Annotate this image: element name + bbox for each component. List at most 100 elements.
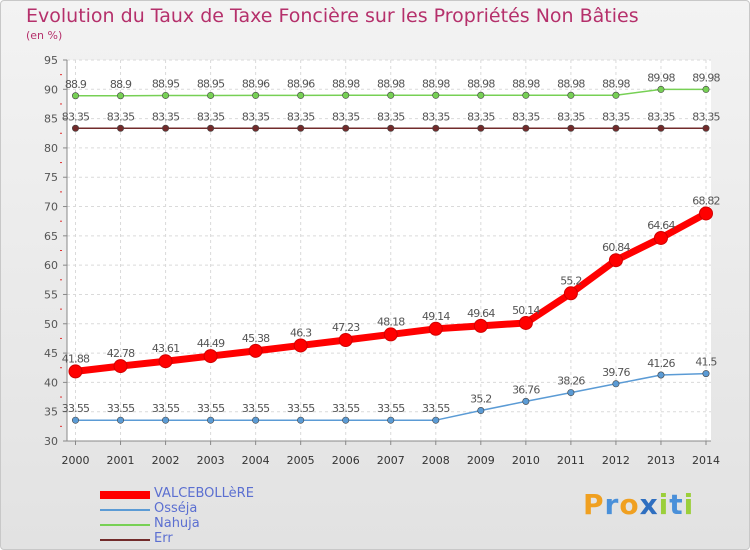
x-tick-label: 2007	[377, 454, 405, 467]
legend-label: Osséja	[154, 501, 198, 516]
x-tick-label: 2001	[107, 454, 135, 467]
y-tick-label: 60	[44, 259, 58, 272]
data-point	[522, 91, 530, 99]
data-point	[252, 416, 260, 424]
data-label: 33.55	[332, 402, 360, 415]
data-point	[699, 206, 713, 221]
y-tick-label: 40	[44, 376, 58, 389]
plot-area	[67, 60, 711, 441]
y-tick-label: 75	[44, 171, 58, 184]
y-tick-label: 70	[44, 201, 58, 214]
data-label: 33.55	[152, 402, 180, 415]
data-point	[563, 286, 578, 301]
data-label: 33.55	[62, 402, 90, 415]
data-label: 68.82	[692, 194, 720, 207]
data-label: 46.3	[290, 326, 312, 339]
data-label: 88.9	[65, 78, 87, 91]
data-point	[522, 397, 530, 405]
data-label: 55.2	[560, 274, 581, 287]
data-point	[158, 354, 173, 369]
data-label: 88.98	[467, 77, 495, 90]
data-point	[477, 407, 485, 415]
data-point	[432, 91, 440, 99]
y-tick-label: 55	[44, 288, 58, 301]
data-point	[72, 124, 80, 132]
data-point	[113, 359, 128, 374]
data-label: 33.55	[377, 402, 405, 415]
data-label: 36.76	[512, 383, 540, 396]
data-label: 88.9	[110, 78, 132, 91]
data-point	[207, 416, 215, 424]
data-label: 83.35	[107, 110, 135, 123]
data-label: 83.35	[152, 110, 180, 123]
data-label: 83.35	[242, 110, 270, 123]
data-label: 60.84	[602, 241, 630, 254]
data-point	[117, 124, 125, 132]
y-tick-label: 65	[44, 230, 58, 243]
data-point	[203, 349, 218, 364]
data-point	[117, 92, 125, 100]
logo-letter: o	[619, 488, 640, 521]
x-tick-label: 2014	[692, 454, 720, 467]
x-tick-label: 2003	[197, 454, 225, 467]
data-point	[252, 91, 260, 99]
data-point	[293, 338, 308, 353]
data-label: 33.55	[197, 402, 225, 415]
data-label: 50.14	[512, 304, 540, 317]
x-tick-label: 2010	[512, 454, 540, 467]
y-tick-label: 45	[44, 347, 58, 360]
data-point	[162, 124, 170, 132]
data-point	[612, 91, 620, 99]
x-tick-label: 2002	[152, 454, 180, 467]
y-axis-unit-label: (en %)	[26, 29, 63, 42]
data-label: 83.35	[512, 110, 540, 123]
data-point	[657, 371, 665, 379]
logo-letter: P	[583, 488, 605, 521]
data-label: 83.35	[197, 110, 225, 123]
data-label: 88.95	[197, 77, 225, 90]
data-label: 33.55	[422, 402, 450, 415]
data-label: 88.96	[242, 77, 270, 90]
data-point	[518, 315, 533, 330]
data-point	[567, 389, 575, 397]
data-point	[342, 91, 350, 99]
x-tick-label: 2013	[647, 454, 675, 467]
legend-label: VALCEBOLLèRE	[154, 486, 254, 501]
data-label: 89.98	[647, 71, 675, 84]
x-tick-label: 2008	[422, 454, 450, 467]
y-tick-label: 95	[44, 54, 58, 67]
logo-letter: i	[683, 488, 695, 521]
data-label: 38.26	[557, 375, 585, 388]
data-point	[473, 318, 488, 333]
data-label: 49.64	[467, 307, 495, 320]
data-label: 83.35	[377, 110, 405, 123]
data-point	[653, 230, 668, 245]
data-point	[612, 124, 620, 132]
logo-letter: r	[604, 488, 620, 521]
data-label: 42.78	[107, 347, 135, 360]
data-point	[608, 253, 623, 268]
data-point	[207, 124, 215, 132]
data-label: 41.26	[647, 357, 675, 370]
data-point	[702, 85, 710, 93]
data-point	[252, 124, 260, 132]
data-point	[567, 124, 575, 132]
data-label: 83.35	[467, 110, 495, 123]
y-tick-label: 80	[44, 142, 58, 155]
legend-swatch	[100, 491, 150, 499]
data-label: 88.98	[512, 77, 540, 90]
data-label: 43.61	[152, 342, 180, 355]
data-label: 83.35	[287, 110, 315, 123]
legend-swatch	[100, 509, 150, 511]
data-label: 45.38	[242, 332, 270, 345]
data-point	[342, 416, 350, 424]
x-tick-label: 2000	[62, 454, 90, 467]
logo-letter: i	[658, 488, 670, 521]
legend-label: Nahuja	[154, 516, 200, 531]
data-point	[162, 91, 170, 99]
x-tick-label: 2011	[557, 454, 585, 467]
data-label: 83.35	[422, 110, 450, 123]
y-tick-label: 35	[44, 406, 58, 419]
data-point	[387, 91, 395, 99]
data-label: 89.98	[692, 71, 720, 84]
